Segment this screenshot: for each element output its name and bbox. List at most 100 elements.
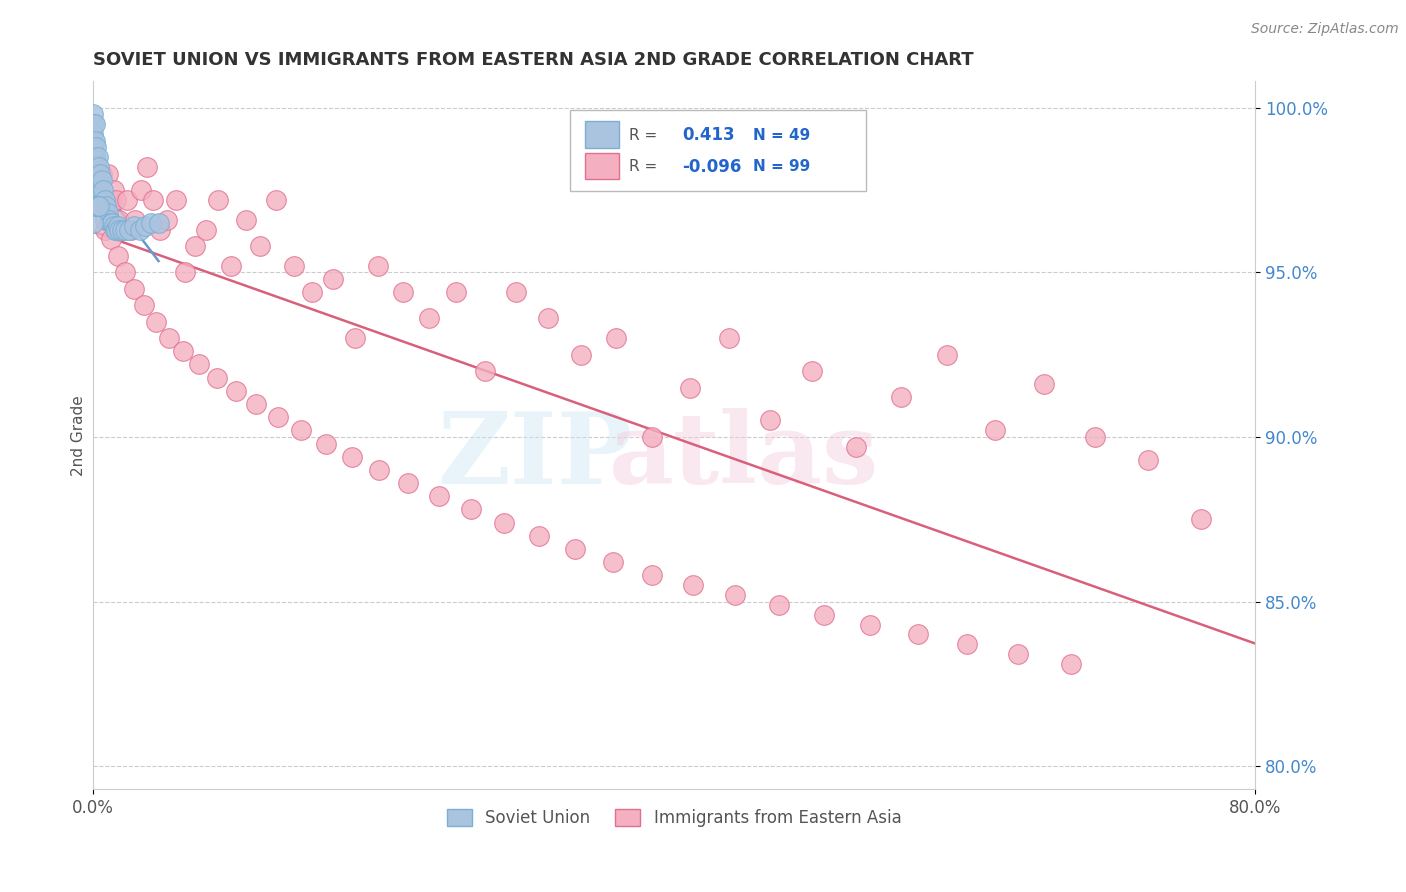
Point — [82, 107, 104, 121]
Point — [93, 183, 115, 197]
Point — [90, 167, 112, 181]
Point — [87, 160, 110, 174]
Point — [118, 222, 141, 236]
Point — [759, 413, 782, 427]
Text: R =: R = — [628, 128, 662, 143]
Point — [83, 150, 105, 164]
Point — [97, 206, 120, 220]
Point — [195, 222, 218, 236]
Point — [104, 222, 127, 236]
Point — [718, 331, 741, 345]
Point — [418, 311, 440, 326]
Point — [205, 370, 228, 384]
Point — [527, 529, 550, 543]
Point — [89, 167, 111, 181]
Point — [82, 140, 104, 154]
Point — [724, 588, 747, 602]
Point — [340, 450, 363, 464]
Point — [129, 183, 152, 197]
Point — [105, 222, 128, 236]
Point — [82, 216, 104, 230]
Point — [813, 607, 835, 622]
Point — [768, 598, 790, 612]
Point — [266, 410, 288, 425]
Point — [84, 183, 107, 197]
Point — [83, 117, 105, 131]
Point — [157, 331, 180, 345]
Point — [290, 423, 312, 437]
Point — [86, 150, 108, 164]
Point — [82, 160, 104, 174]
Point — [100, 193, 122, 207]
Point — [107, 219, 129, 234]
Point — [1136, 453, 1159, 467]
Point — [505, 285, 527, 299]
Point — [82, 193, 104, 207]
Point — [148, 216, 170, 230]
Point — [907, 627, 929, 641]
Point — [108, 212, 131, 227]
Point — [845, 440, 868, 454]
Point — [86, 173, 108, 187]
Text: atlas: atlas — [609, 408, 879, 505]
Point — [315, 436, 337, 450]
Point — [188, 358, 211, 372]
Point — [84, 167, 107, 181]
Point — [83, 150, 105, 164]
Point — [124, 212, 146, 227]
Point — [128, 222, 150, 236]
Point — [859, 617, 882, 632]
Point — [97, 167, 120, 181]
Text: Source: ZipAtlas.com: Source: ZipAtlas.com — [1251, 22, 1399, 37]
Point — [87, 183, 110, 197]
Point — [1007, 647, 1029, 661]
Point — [249, 239, 271, 253]
Text: ZIP: ZIP — [437, 408, 633, 505]
Point — [82, 117, 104, 131]
Point — [98, 193, 121, 207]
Point — [149, 222, 172, 236]
Point — [100, 232, 122, 246]
Point — [83, 167, 105, 181]
Point — [641, 430, 664, 444]
Point — [108, 222, 131, 236]
Point — [86, 193, 108, 207]
Point — [301, 285, 323, 299]
Point — [83, 134, 105, 148]
Point — [207, 193, 229, 207]
FancyBboxPatch shape — [585, 153, 620, 179]
Point — [343, 331, 366, 345]
Point — [1059, 657, 1081, 672]
Point — [135, 160, 157, 174]
Point — [427, 489, 450, 503]
Point — [322, 272, 344, 286]
Point — [225, 384, 247, 398]
Point — [156, 212, 179, 227]
Point — [87, 167, 110, 181]
Point — [446, 285, 468, 299]
Text: -0.096: -0.096 — [682, 158, 741, 176]
Point — [1084, 430, 1107, 444]
Point — [679, 380, 702, 394]
Point — [132, 298, 155, 312]
Point — [103, 219, 125, 234]
Point — [90, 173, 112, 187]
Point — [564, 541, 586, 556]
Point — [173, 265, 195, 279]
Y-axis label: 2nd Grade: 2nd Grade — [72, 395, 86, 475]
Point — [107, 249, 129, 263]
Point — [82, 173, 104, 187]
Point — [89, 193, 111, 207]
Point — [956, 637, 979, 651]
Point — [84, 160, 107, 174]
Point — [283, 259, 305, 273]
Point — [172, 344, 194, 359]
Point — [82, 150, 104, 164]
Point — [537, 311, 560, 326]
Point — [84, 140, 107, 154]
Point — [86, 199, 108, 213]
Point — [569, 348, 592, 362]
Point — [474, 364, 496, 378]
Point — [103, 183, 125, 197]
Point — [134, 219, 156, 234]
